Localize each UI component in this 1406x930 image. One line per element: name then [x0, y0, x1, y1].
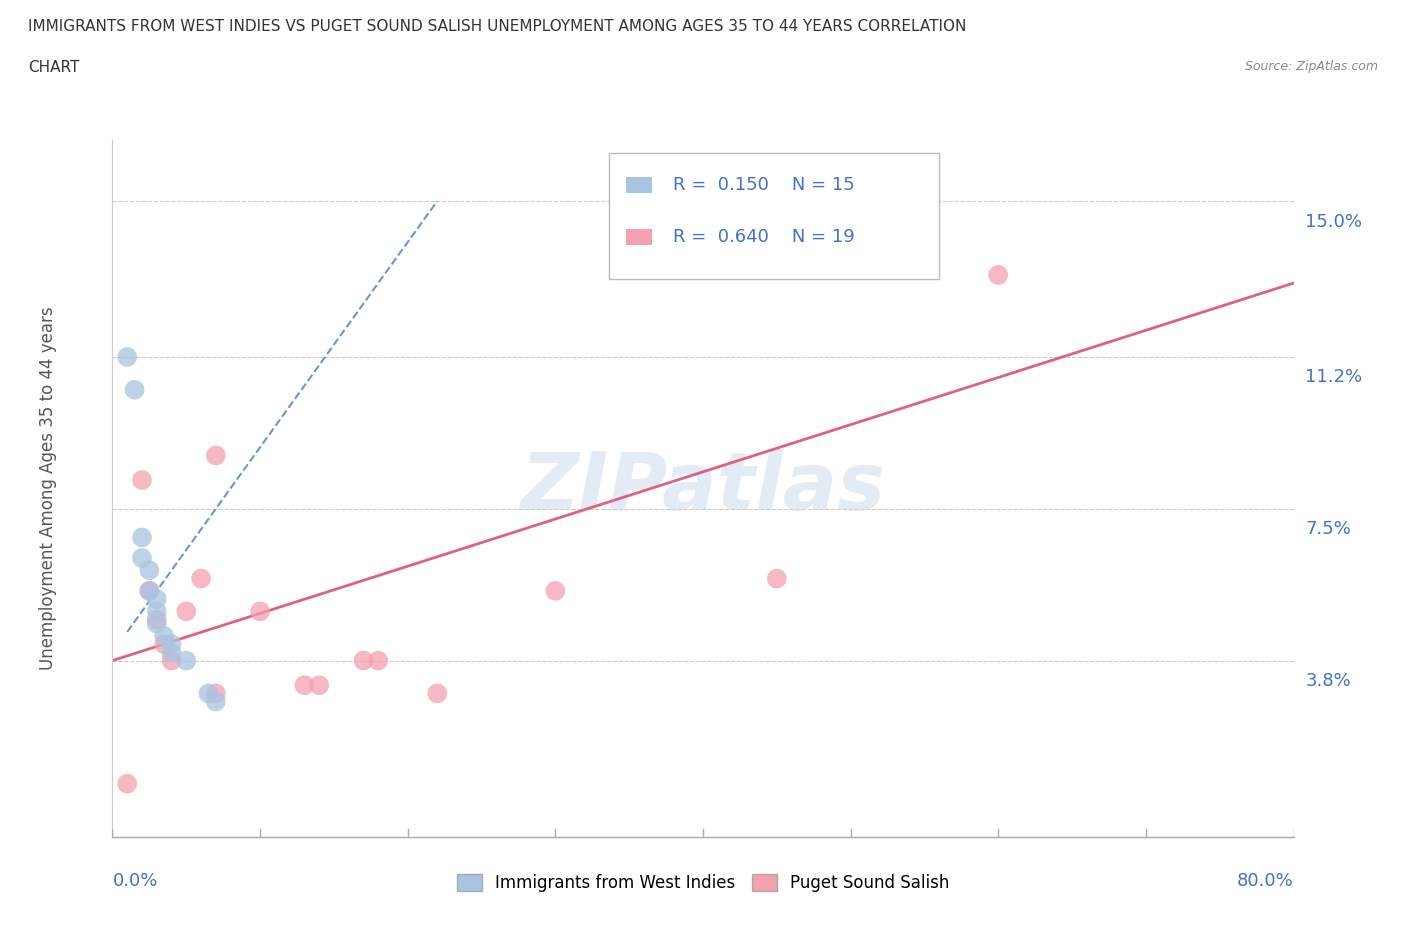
Text: 80.0%: 80.0% — [1237, 872, 1294, 890]
Point — [117, 777, 138, 791]
Point — [205, 686, 228, 701]
Text: ZIPatlas: ZIPatlas — [520, 449, 886, 527]
Point — [544, 583, 567, 598]
Point — [308, 678, 330, 693]
Text: CHART: CHART — [28, 60, 80, 75]
Point — [987, 268, 1010, 283]
Text: R =  0.640    N = 19: R = 0.640 N = 19 — [673, 228, 855, 246]
Text: Unemployment Among Ages 35 to 44 years: Unemployment Among Ages 35 to 44 years — [38, 307, 56, 670]
Point — [205, 694, 228, 709]
Point — [197, 686, 219, 701]
Point — [292, 678, 315, 693]
Point — [153, 629, 176, 644]
Point — [131, 551, 153, 565]
FancyBboxPatch shape — [609, 153, 939, 279]
Text: Source: ZipAtlas.com: Source: ZipAtlas.com — [1244, 60, 1378, 73]
Point — [205, 448, 228, 463]
Text: 0.0%: 0.0% — [112, 872, 157, 890]
Text: IMMIGRANTS FROM WEST INDIES VS PUGET SOUND SALISH UNEMPLOYMENT AMONG AGES 35 TO : IMMIGRANTS FROM WEST INDIES VS PUGET SOU… — [28, 19, 966, 33]
Point — [249, 604, 271, 618]
Point — [146, 604, 169, 618]
Point — [124, 382, 146, 397]
Point — [766, 571, 789, 586]
Point — [160, 637, 183, 652]
Point — [146, 617, 169, 631]
Point — [190, 571, 212, 586]
Point — [138, 563, 160, 578]
Point — [153, 637, 176, 652]
Text: 15.0%: 15.0% — [1305, 213, 1362, 231]
Text: 7.5%: 7.5% — [1305, 520, 1351, 538]
FancyBboxPatch shape — [626, 230, 652, 245]
Point — [146, 612, 169, 627]
Point — [138, 583, 160, 598]
Legend: Immigrants from West Indies, Puget Sound Salish: Immigrants from West Indies, Puget Sound… — [450, 867, 956, 898]
FancyBboxPatch shape — [626, 178, 652, 193]
Point — [174, 604, 197, 618]
Point — [367, 653, 389, 668]
Point — [131, 472, 153, 487]
Point — [138, 583, 160, 598]
Text: R =  0.150    N = 15: R = 0.150 N = 15 — [673, 176, 855, 193]
Point — [160, 644, 183, 659]
Point — [174, 653, 197, 668]
Text: 11.2%: 11.2% — [1305, 368, 1362, 387]
Point — [117, 350, 138, 365]
Point — [352, 653, 374, 668]
Point — [426, 686, 449, 701]
Point — [131, 530, 153, 545]
Point — [146, 591, 169, 606]
Text: 3.8%: 3.8% — [1305, 672, 1351, 690]
Point — [160, 653, 183, 668]
